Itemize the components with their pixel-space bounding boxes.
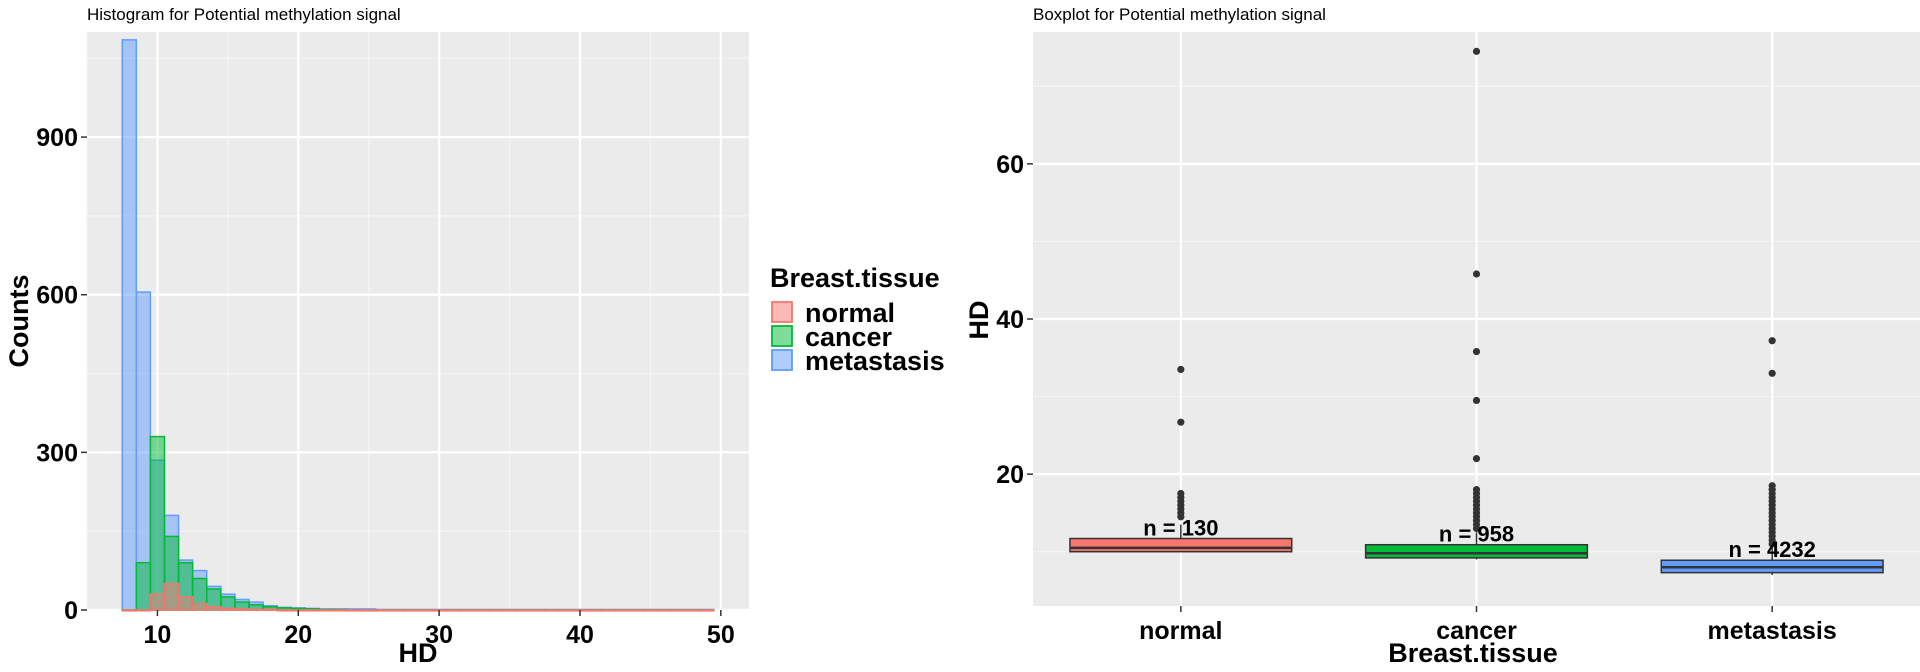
histogram-bar-normal	[417, 609, 433, 612]
histogram-bar-normal	[220, 607, 236, 611]
y-tick-label: 600	[36, 282, 78, 310]
boxplot-title: Boxplot for Potential methylation signal	[1033, 5, 1326, 24]
y-tick-label: 60	[996, 151, 1024, 179]
histogram-bar-normal	[121, 609, 138, 612]
histogram-x-axis-label: HD	[399, 638, 438, 668]
histogram-bar-normal	[698, 609, 715, 612]
boxplot-y-axis-label: HD	[964, 301, 994, 340]
histogram-bar-normal	[360, 609, 377, 612]
histogram-bar-normal	[234, 608, 250, 611]
histogram-bar-metastasis	[121, 39, 138, 611]
histogram-bar-normal	[501, 609, 518, 612]
histogram-bar-normal	[177, 596, 194, 611]
histogram-bar-normal	[544, 609, 560, 612]
histogram-bar-normal	[318, 609, 335, 612]
n-label-normal: n = 130	[1143, 516, 1218, 541]
y-tick-label: 300	[36, 439, 78, 467]
histogram-bar-normal	[191, 602, 208, 611]
histogram-gridlines	[86, 32, 749, 612]
histogram-bar-normal	[304, 609, 321, 612]
outlier-point-cancer	[1472, 396, 1481, 405]
outlier-point-cancer	[1472, 47, 1481, 55]
outlier-point-metastasis	[1768, 482, 1776, 490]
legend-label-metastasis: metastasis	[805, 346, 945, 376]
histogram-y-axis: 0 300 600 900	[36, 124, 87, 625]
histogram-bar-normal	[149, 593, 166, 611]
histogram-bar-normal	[586, 609, 602, 612]
x-tick-label-normal: normal	[1139, 617, 1222, 645]
histogram-bar-normal	[558, 609, 574, 612]
x-tick-label: 50	[707, 621, 735, 649]
histogram-bar-normal	[600, 609, 616, 612]
histogram-bar-normal	[276, 609, 292, 612]
histogram-bar-cancer	[135, 561, 152, 611]
outlier-point-normal	[1177, 489, 1185, 498]
histogram-bar-normal	[262, 608, 278, 612]
boxplot-x-axis: normal cancer metastasis	[1139, 606, 1837, 645]
histogram-panel: Histogram for Potential methylation sign…	[4, 5, 749, 668]
histogram-bar-normal	[614, 609, 631, 612]
histogram-bar-normal	[642, 609, 659, 612]
legend-label-normal: normal	[805, 298, 895, 328]
y-tick-label: 0	[64, 597, 78, 625]
outlier-point-normal	[1177, 365, 1185, 374]
histogram-bar-normal	[459, 609, 476, 612]
x-tick-label: 30	[425, 621, 453, 649]
n-label-metastasis: n = 4232	[1728, 537, 1815, 562]
histogram-title: Histogram for Potential methylation sign…	[87, 5, 401, 24]
x-tick-label: 40	[566, 621, 594, 649]
histogram-x-axis: 10 20 30 40 50	[144, 610, 735, 649]
histogram-bar-normal	[205, 606, 222, 611]
x-tick-label-cancer: cancer	[1436, 617, 1517, 645]
histogram-bar-normal	[529, 609, 546, 612]
histogram-bar-normal	[346, 609, 363, 612]
histogram-bar-normal	[670, 609, 687, 612]
histogram-bar-normal	[656, 609, 673, 612]
box-cancer	[1364, 543, 1589, 559]
histogram-bar-normal	[248, 608, 264, 612]
y-tick-label: 20	[996, 461, 1024, 489]
histogram-bar-normal	[445, 609, 462, 612]
x-tick-label-metastasis: metastasis	[1708, 617, 1837, 645]
outlier-point-cancer	[1472, 455, 1481, 463]
histogram-bars	[121, 39, 715, 612]
legend-title: Breast.tissue	[770, 263, 940, 293]
histogram-bar-normal	[163, 582, 180, 611]
x-tick-label: 20	[284, 621, 312, 649]
histogram-bar-cancer	[149, 435, 166, 611]
histogram-bar-normal	[374, 609, 391, 612]
histogram-panel-background	[87, 32, 749, 610]
outlier-point-normal	[1177, 418, 1185, 426]
outlier-point-cancer	[1472, 270, 1481, 278]
outlier-point-metastasis	[1768, 337, 1776, 345]
x-tick-label: 10	[144, 621, 172, 649]
histogram-bar-normal	[515, 609, 532, 612]
boxplot-panel: Boxplot for Potential methylation signal…	[964, 5, 1920, 668]
histogram-bar-normal	[628, 609, 645, 612]
histogram-bar-normal	[487, 609, 504, 612]
boxplot-boxes: n = 130 n = 958 n = 4232	[1069, 47, 1884, 575]
y-tick-label: 900	[36, 124, 78, 152]
histogram-y-axis-label: Counts	[4, 275, 34, 368]
y-tick-label: 40	[996, 306, 1024, 334]
legend-key-normal	[771, 301, 793, 323]
n-label-cancer: n = 958	[1439, 522, 1514, 547]
outlier-point-cancer	[1472, 486, 1481, 494]
histogram-bar-normal	[389, 609, 405, 612]
legend-key-metastasis	[771, 349, 793, 371]
histogram-bar-normal	[403, 609, 419, 612]
histogram-bar-normal	[473, 609, 490, 612]
histogram-bar-normal	[684, 609, 701, 612]
boxplot-x-axis-label: Breast.tissue	[1388, 638, 1558, 668]
boxplot-y-axis: 20 40 60	[996, 151, 1033, 489]
outlier-point-cancer	[1472, 347, 1481, 356]
histogram-bar-normal	[332, 609, 349, 612]
histogram-bar-normal	[135, 609, 152, 612]
outlier-point-metastasis	[1768, 369, 1776, 377]
legend-key-cancer	[771, 325, 793, 347]
legend-label-cancer: cancer	[805, 322, 893, 352]
